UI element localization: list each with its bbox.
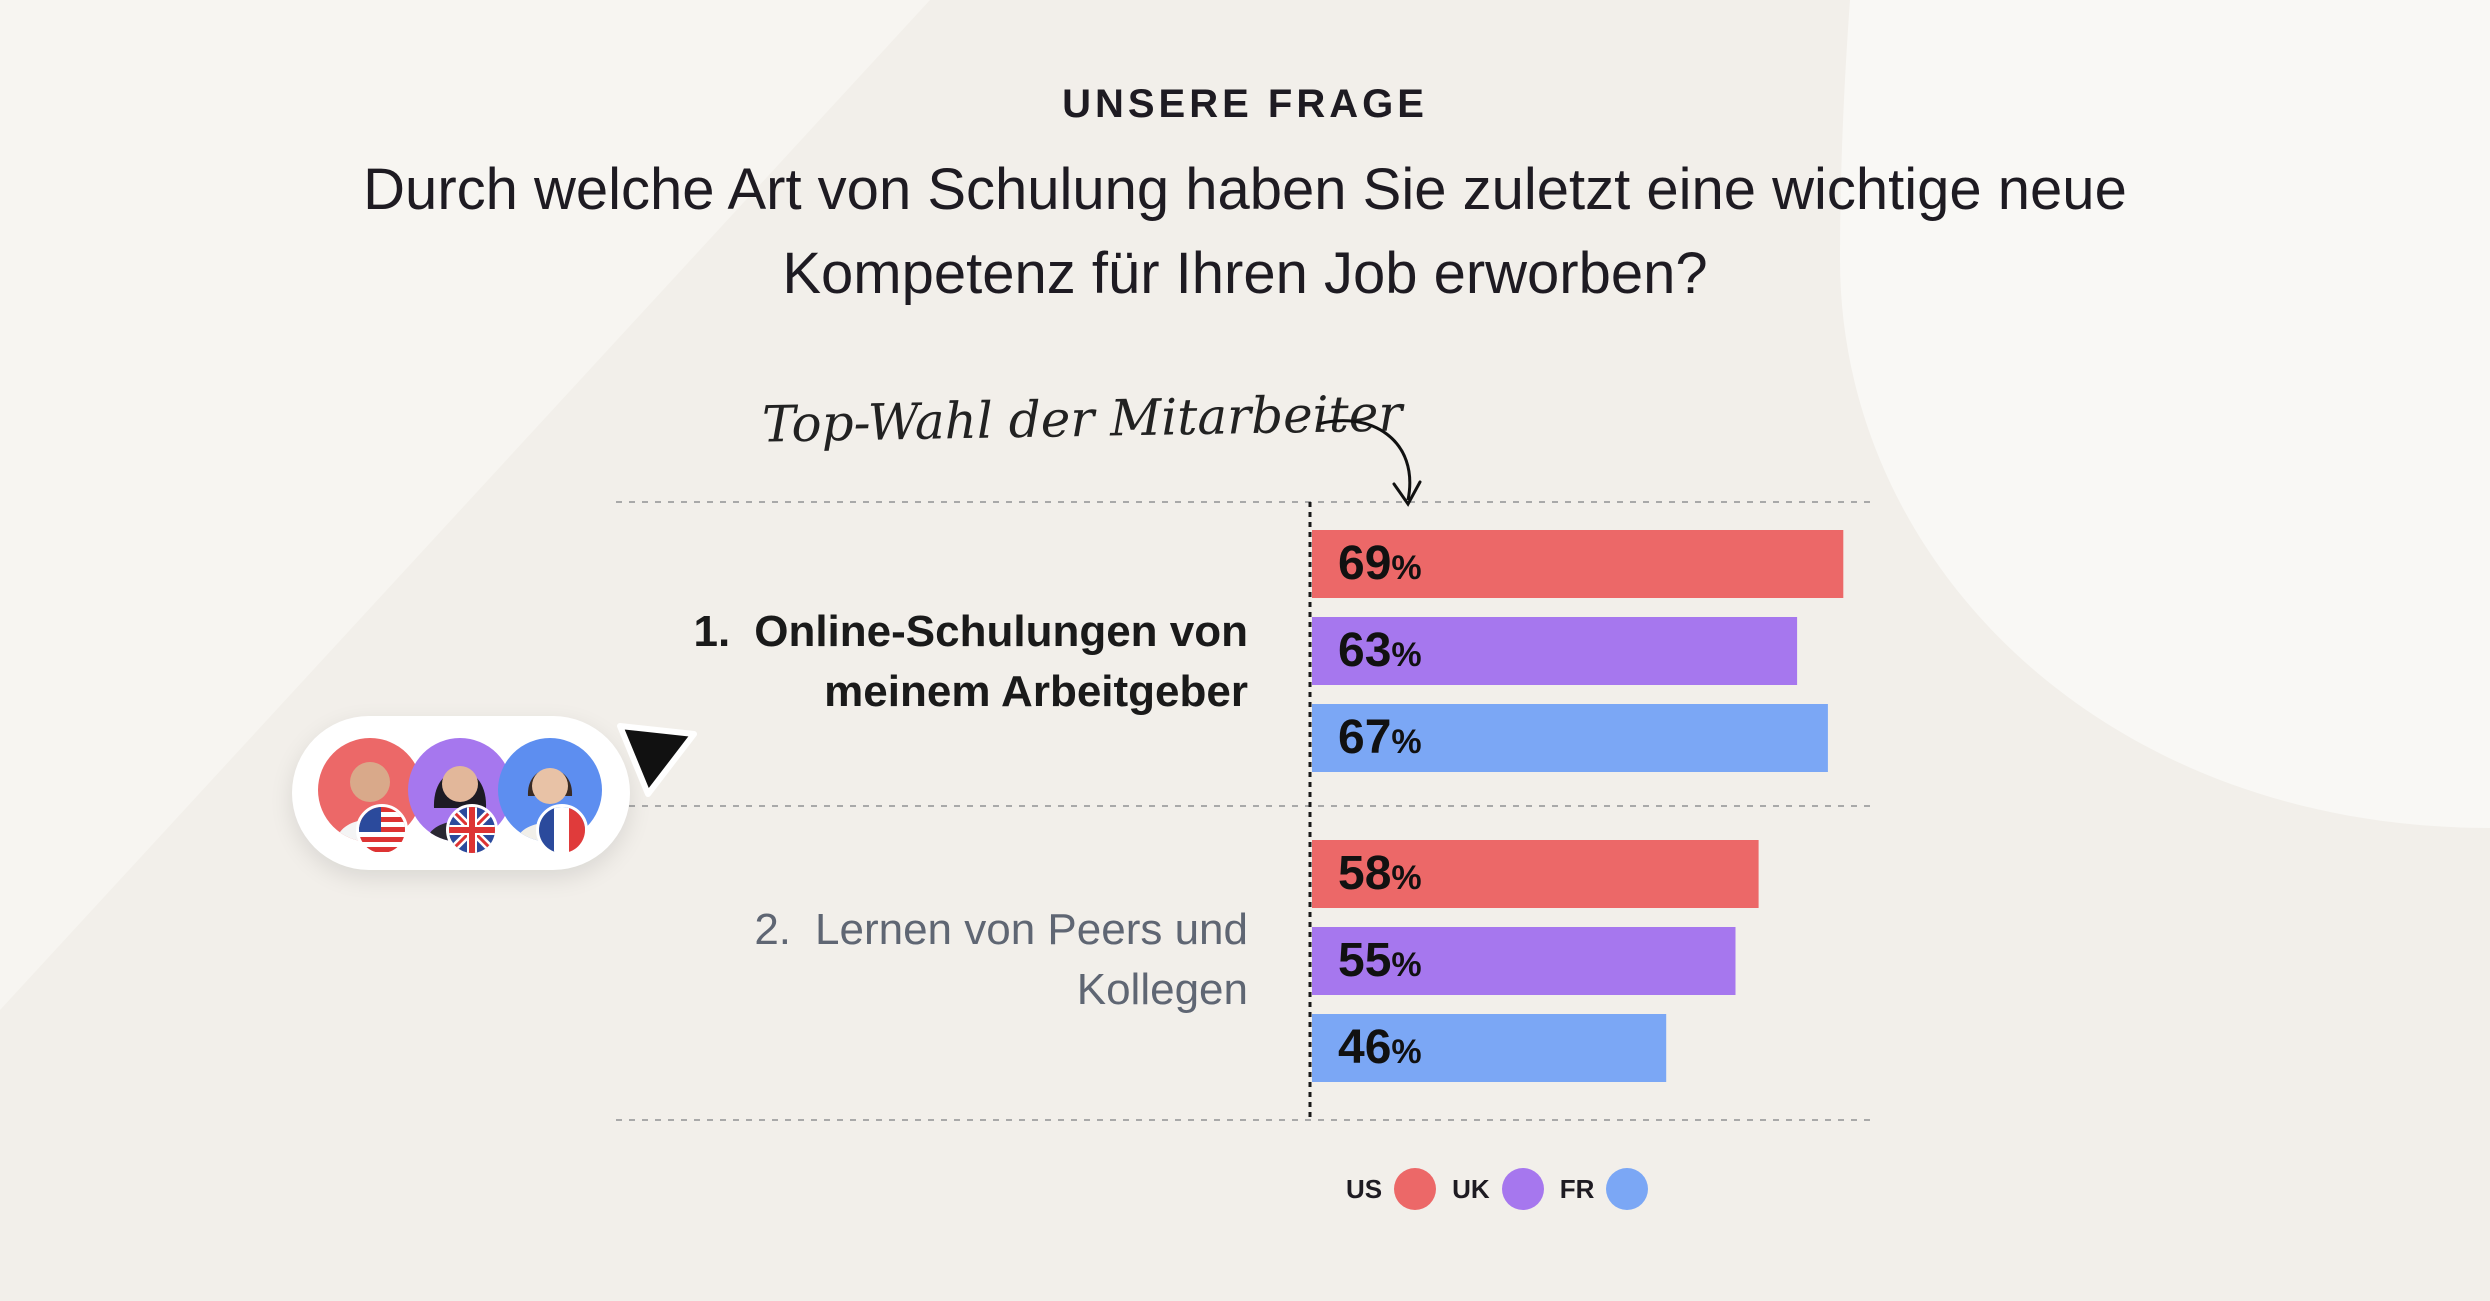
uk-flag-icon xyxy=(446,804,498,856)
annotation-arrow-icon xyxy=(1317,419,1412,501)
eyebrow-label: UNSERE FRAGE xyxy=(1062,82,1428,126)
data-label: 69% xyxy=(1338,537,1422,590)
legend-label: US xyxy=(1346,1173,1383,1204)
legend-item-fr: FR xyxy=(1560,1168,1649,1210)
cursor-pointer-icon xyxy=(617,723,697,797)
legend-swatch xyxy=(1394,1168,1437,1210)
question-title: Durch welche Art von Schulung haben Sie … xyxy=(363,157,2127,306)
bar-uk-2 xyxy=(1312,927,1736,995)
us-flag-icon xyxy=(356,804,408,856)
category-rank: 2. xyxy=(754,905,792,954)
bar-us-1 xyxy=(1312,530,1844,598)
legend-label: FR xyxy=(1559,1173,1595,1204)
data-label: 55% xyxy=(1338,934,1422,987)
bar-fr-1 xyxy=(1312,704,1828,772)
category-label-2: 2. Lernen von Peers und Kollegen xyxy=(608,900,1248,1020)
bar-fr-2 xyxy=(1312,1014,1667,1082)
legend-label: UK xyxy=(1452,1173,1490,1204)
annotation-arrowhead-icon xyxy=(1392,480,1422,507)
category-rank: 1. xyxy=(693,607,731,656)
data-label: 63% xyxy=(1338,624,1422,677)
bar-uk-1 xyxy=(1312,617,1798,685)
category-text: Lernen von Peers und Kollegen xyxy=(815,905,1248,1014)
legend-swatch xyxy=(1501,1168,1544,1210)
legend: US UK FR xyxy=(1346,1168,1664,1210)
category-text: Online-Schulungen von meinem Arbeitgeber xyxy=(754,607,1248,716)
avatar-group xyxy=(292,716,630,870)
fr-flag-icon xyxy=(536,804,588,856)
legend-item-uk: UK xyxy=(1452,1168,1544,1210)
data-label: 67% xyxy=(1338,711,1422,764)
data-label: 46% xyxy=(1338,1021,1422,1074)
category-label-1: 1. Online-Schulungen von meinem Arbeitgeb… xyxy=(608,602,1248,722)
data-label: 58% xyxy=(1338,847,1422,900)
bar-us-2 xyxy=(1312,840,1759,908)
legend-swatch xyxy=(1606,1168,1649,1210)
legend-item-us: US xyxy=(1346,1168,1437,1210)
